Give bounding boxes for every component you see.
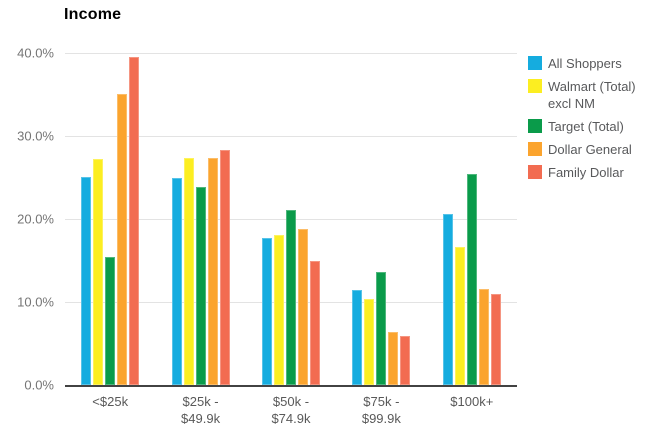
bar [352,289,363,385]
bar-group [427,53,517,385]
legend-item: Walmart (Total) excl NM [528,78,652,112]
y-tick-label: 30.0% [17,128,54,144]
legend-item: All Shoppers [528,55,652,72]
y-tick-label: 10.0% [17,294,54,310]
legend-label: Walmart (Total) excl NM [548,79,636,111]
bar [93,159,104,385]
bar-group [155,53,245,385]
gridline [65,53,517,54]
bar [454,247,465,385]
bar [183,157,194,385]
bar [490,293,501,385]
legend-label: Target (Total) [548,119,624,134]
bar [195,187,206,385]
bar [400,336,411,385]
bar [309,260,320,385]
bar [376,272,387,385]
bar [442,214,453,385]
bar [261,238,272,385]
x-tick-label: $75k - $99.9k [361,394,401,426]
bar [478,288,489,385]
bar [273,234,284,385]
y-tick-label: 40.0% [17,45,54,61]
bar [207,157,218,385]
legend-swatch-icon [528,165,542,179]
y-axis: 0.0% 10.0% 20.0% 30.0% 40.0% [0,46,54,393]
legend-swatch-icon [528,142,542,156]
y-tick-label: 20.0% [17,211,54,227]
x-tick-label: <$25k [92,394,129,409]
x-tick-label: $100k+ [450,394,494,409]
legend-swatch-icon [528,119,542,133]
bar [285,209,296,385]
gridline [65,136,517,137]
bar [219,150,230,385]
bar-group [246,53,336,385]
legend-item: Family Dollar [528,164,652,181]
legend-label: Family Dollar [548,165,624,180]
bar [129,57,140,385]
bar-group [336,53,426,385]
bar [171,178,182,385]
x-tick-label: $25k - $49.9k [181,394,221,426]
bar [81,176,92,385]
bar [466,174,477,385]
bar [297,228,308,385]
legend-label: All Shoppers [548,56,622,71]
plot-area [65,53,517,387]
legend-item: Target (Total) [528,118,652,135]
bar [388,331,399,385]
legend-label: Dollar General [548,142,632,157]
bar [105,257,116,385]
y-tick-label: 0.0% [24,377,54,393]
chart-title: Income [64,6,122,23]
legend-swatch-icon [528,79,542,93]
bar [117,93,128,385]
bar [364,298,375,385]
legend: All Shoppers Walmart (Total) excl NM Targe… [528,55,652,187]
legend-swatch-icon [528,56,542,70]
bar-group [65,53,155,385]
x-tick-label: $50k - $74.9k [271,394,311,426]
legend-item: Dollar General [528,141,652,158]
x-axis: <$25k $25k - $49.9k $50k - $74.9k $75k - $9… [65,393,517,433]
